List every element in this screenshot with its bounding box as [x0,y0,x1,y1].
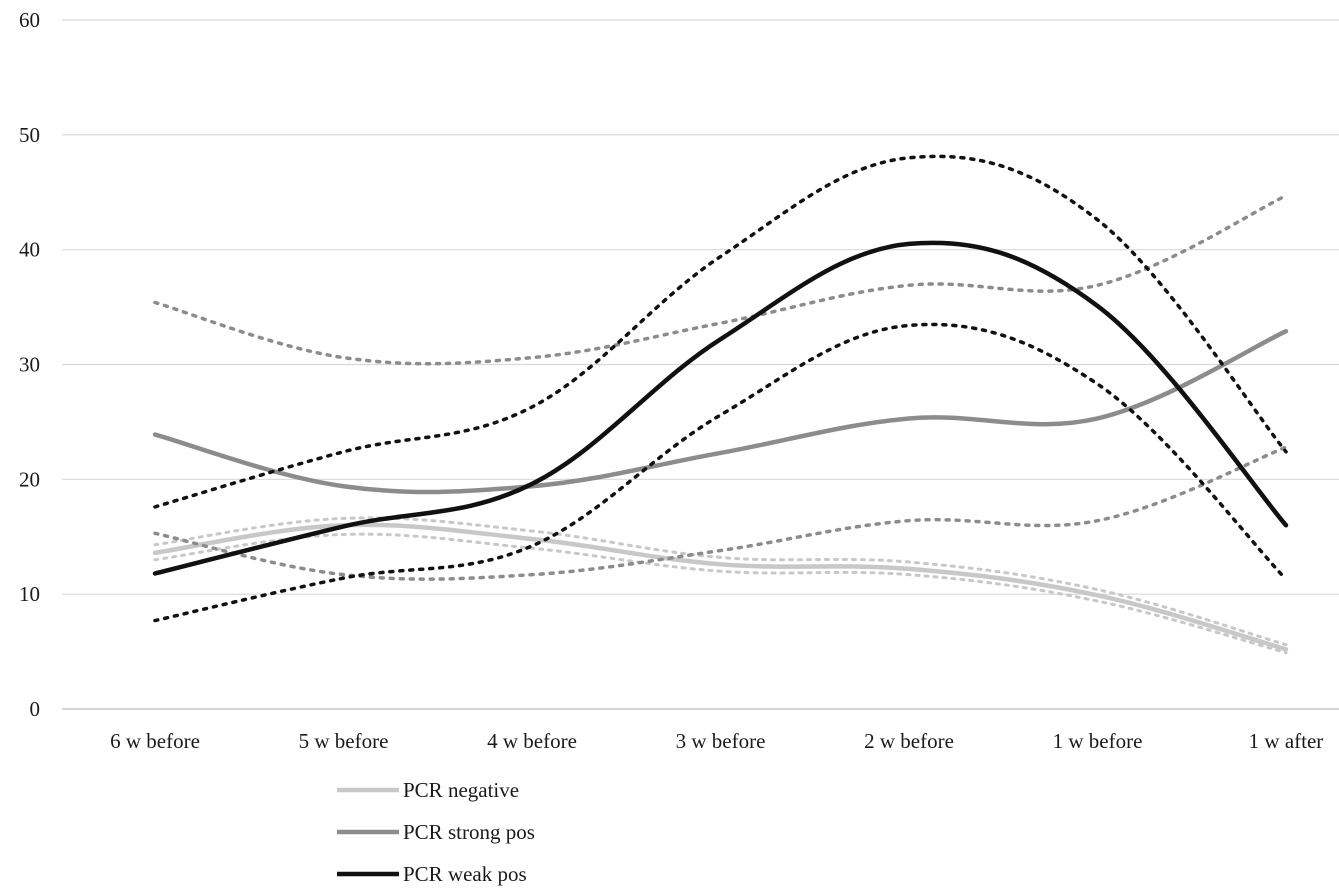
legend-label: PCR strong pos [403,820,535,844]
series-3-ci-lower-line [155,324,1286,620]
legend: PCR negative PCR strong pos PCR weak pos [337,778,535,886]
y-tick-label: 40 [19,238,40,262]
series-2-ci-lower-line [155,447,1286,579]
legend-item-2: PCR strong pos [337,820,535,844]
x-tick-label: 2 w before [864,729,954,753]
plot-series [155,156,1286,652]
x-tick-label: 3 w before [676,729,766,753]
y-tick-label: 20 [19,467,40,491]
y-tick-label: 0 [30,697,41,721]
x-tick-label: 5 w before [299,729,389,753]
y-tick-label: 50 [19,123,40,147]
y-axis-ticks: 0 10 20 30 40 50 60 [19,8,40,721]
legend-item-3: PCR weak pos [337,862,527,886]
x-tick-label: 1 w before [1053,729,1143,753]
legend-item-1: PCR negative [337,778,519,802]
x-axis-ticks: 6 w before 5 w before 4 w before 3 w before… [110,729,1323,753]
x-tick-label: 6 w before [110,729,200,753]
series-2-line [155,331,1286,492]
y-tick-label: 10 [19,582,40,606]
series-3-line [155,243,1286,574]
series-1-line [155,525,1286,649]
series-1 [155,518,1286,653]
series-2 [155,196,1286,579]
legend-label: PCR negative [403,778,519,802]
legend-label: PCR weak pos [403,862,527,886]
x-tick-label: 4 w before [487,729,577,753]
y-tick-label: 30 [19,353,40,377]
y-tick-label: 60 [19,8,40,32]
x-tick-label: 1 w after [1249,729,1324,753]
